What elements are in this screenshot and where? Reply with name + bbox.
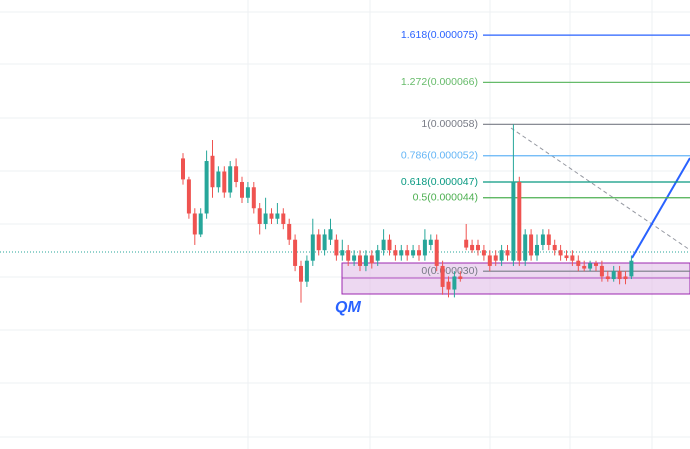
candle-body: [328, 229, 333, 240]
candle-body: [605, 276, 610, 280]
fib-label: 1(0.000058): [421, 118, 478, 130]
candle-body: [304, 260, 309, 282]
candle-body: [346, 250, 351, 261]
candle-body: [358, 255, 362, 266]
candle-body: [245, 187, 250, 198]
candle-body: [535, 244, 539, 256]
candle-body: [222, 171, 227, 193]
candle-body: [263, 213, 268, 224]
candle-body: [458, 276, 463, 280]
candle-body: [352, 255, 357, 261]
candle-body: [192, 213, 197, 235]
candle-body: [198, 213, 203, 235]
candle-body: [399, 250, 404, 256]
candle-body: [210, 155, 215, 188]
fib-label: 0(0.000030): [421, 265, 478, 277]
candle-body: [464, 239, 469, 248]
candle-body: [546, 234, 551, 245]
fib-label: 1.272(0.000066): [401, 76, 478, 88]
candle-body: [452, 276, 457, 290]
candle-body: [558, 250, 563, 256]
candle-body: [523, 234, 528, 261]
candle-body: [511, 182, 516, 261]
trend-line: [510, 127, 690, 251]
candle-body: [240, 182, 244, 198]
candle-body: [499, 250, 504, 261]
candle-body: [181, 158, 185, 180]
candle-body: [529, 234, 534, 256]
candle-body: [269, 213, 274, 219]
candle-body: [340, 250, 345, 256]
candle-body: [228, 166, 233, 193]
candle-body: [594, 263, 598, 266]
candle-body: [476, 244, 480, 251]
fib-label: 1.618(0.000075): [401, 29, 478, 41]
candle-body: [623, 276, 628, 280]
candle-body: [576, 260, 581, 266]
candle-body: [493, 255, 498, 261]
candle-body: [186, 179, 191, 214]
candle-body: [369, 255, 374, 264]
candle-body: [417, 250, 421, 256]
candle-body: [299, 265, 303, 282]
candle-body: [287, 223, 292, 240]
candle-body: [387, 239, 392, 251]
qm-zone: [341, 262, 690, 295]
candle-body: [293, 239, 298, 266]
candle-body: [281, 213, 286, 224]
candle-body: [363, 255, 368, 266]
candle-body: [588, 263, 593, 269]
candle-body: [540, 234, 545, 245]
candle-body: [517, 182, 522, 261]
candle-body: [428, 239, 433, 245]
candle-body: [411, 250, 416, 256]
candle-body: [204, 161, 209, 214]
candle-body: [434, 239, 439, 266]
candle-body: [322, 234, 327, 251]
candle-body: [234, 166, 239, 183]
candle-body: [440, 265, 445, 287]
candle-body: [216, 171, 221, 188]
candle-body: [611, 271, 616, 280]
fib-label: 0.786(0.000052): [401, 150, 478, 162]
candle-body: [599, 265, 604, 277]
candle-body: [310, 234, 315, 261]
projection-arrow: [631, 157, 690, 259]
qm-label: QM: [335, 299, 361, 316]
candle-body: [487, 255, 492, 266]
candle-body: [405, 250, 410, 256]
candle-body: [316, 234, 321, 251]
candle-body: [552, 244, 557, 251]
candle-body: [629, 260, 634, 277]
candle-body: [251, 187, 256, 209]
candle-body: [381, 239, 386, 251]
candle-body: [505, 250, 510, 256]
candle-body: [334, 239, 339, 256]
fib-label: 0.618(0.000047): [401, 176, 478, 188]
candle-body: [582, 265, 587, 269]
candle-body: [564, 255, 569, 259]
candle-body: [470, 244, 475, 251]
candle-body: [422, 239, 427, 256]
candle-body: [375, 250, 380, 261]
candle-body: [275, 213, 280, 219]
candle-body: [446, 281, 451, 290]
candle-body: [481, 250, 486, 256]
candle-body: [257, 208, 262, 224]
fib-label: 0.5(0.000044): [413, 192, 478, 204]
candle-body: [570, 255, 575, 261]
candle-body: [617, 271, 622, 280]
candle-body: [393, 250, 398, 256]
